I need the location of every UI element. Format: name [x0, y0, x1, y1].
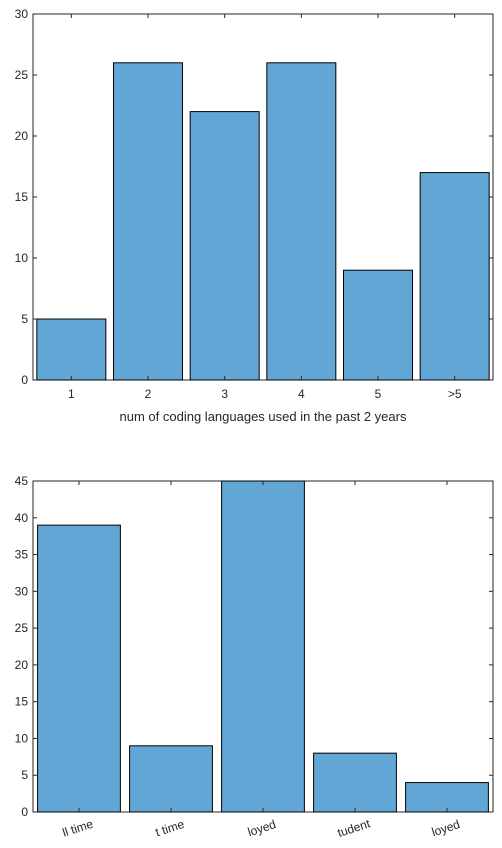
y-tick-label: 25: [15, 621, 29, 635]
bar-3: [221, 480, 305, 813]
bar-4: [313, 752, 397, 813]
y-tick-label: 30: [15, 7, 29, 21]
y-tick-label: 20: [15, 129, 29, 143]
y-tick-label: 20: [15, 658, 29, 672]
x-tick-label: 3: [221, 387, 228, 401]
y-tick-label: 5: [21, 312, 28, 326]
y-tick-label: 15: [15, 695, 29, 709]
bar-5: [405, 782, 489, 813]
x-tick-label: 2: [145, 387, 152, 401]
bar-4: [266, 62, 337, 381]
y-tick-label: 10: [15, 251, 29, 265]
y-tick-label: 25: [15, 68, 29, 82]
y-tick-label: 35: [15, 548, 29, 562]
bar-2: [129, 745, 213, 813]
x-axis-title: num of coding languages used in the past…: [120, 409, 407, 424]
y-tick-label: 0: [21, 373, 28, 387]
bar-2: [113, 62, 183, 381]
x-tick-label: 5: [375, 387, 382, 401]
y-tick-label: 40: [15, 511, 29, 525]
y-tick-label: 5: [21, 768, 28, 782]
chart-coding-languages: num of coding languages used in the past…: [15, 7, 494, 424]
x-tick-label: >5: [448, 387, 462, 401]
x-tick-label: 4: [298, 387, 305, 401]
y-tick-label: 45: [15, 474, 29, 488]
x-tick-label: 1: [68, 387, 75, 401]
bar-1: [37, 524, 121, 813]
y-tick-label: 0: [21, 805, 28, 819]
y-tick-label: 10: [15, 731, 29, 745]
y-tick-label: 30: [15, 584, 29, 598]
bar-3: [189, 111, 260, 381]
bar-6: [419, 172, 490, 381]
y-tick-label: 15: [15, 190, 29, 204]
bar-5: [343, 269, 413, 381]
bar-1: [36, 318, 107, 381]
